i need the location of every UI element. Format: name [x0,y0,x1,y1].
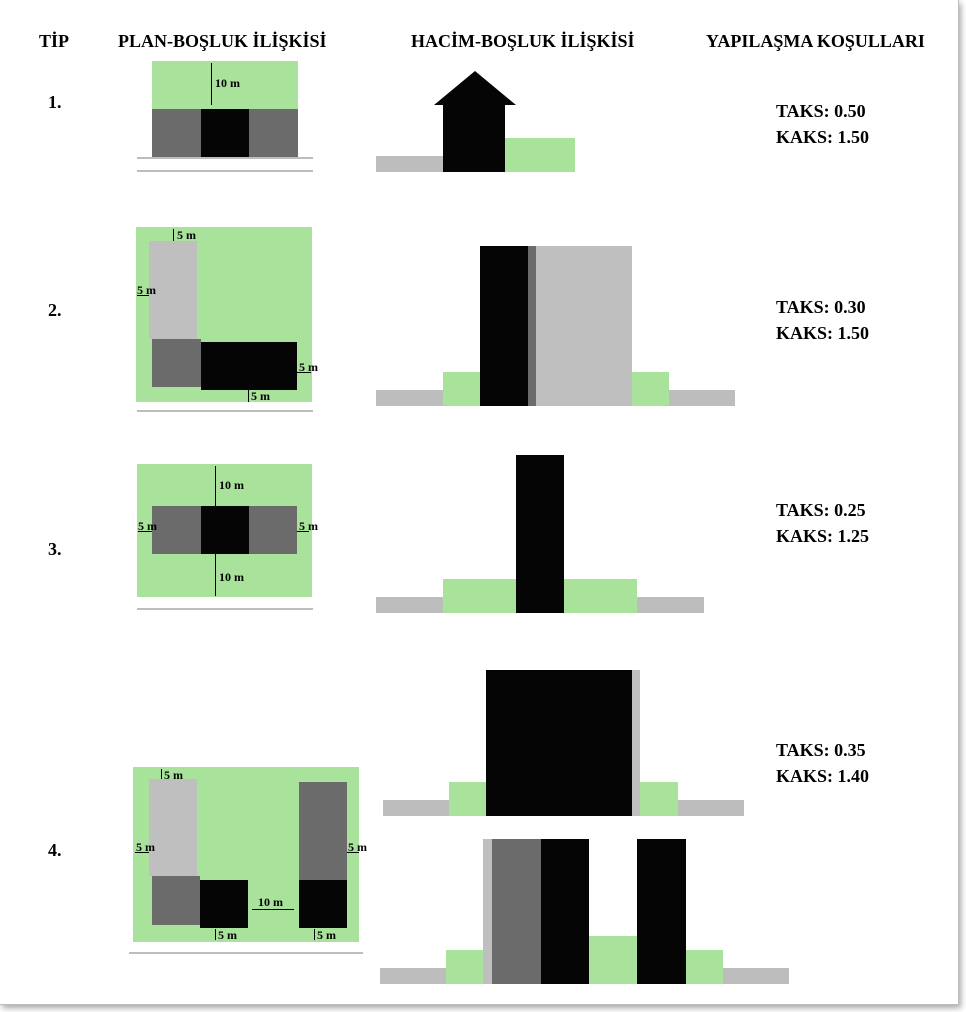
type-4-volume-a-ground-right [678,800,744,816]
type-4-volume-b-garden-right [686,950,723,984]
type-1-plan-center-building [201,109,249,157]
type-3-kaks: KAKS: 1.25 [776,526,870,546]
type-4-volume-b-black-right [637,839,686,984]
header-yapilasma: YAPILAŞMA KOŞULLARI [706,31,925,51]
type-2-volume-black-tower [480,246,528,406]
type-3-plan-street [137,608,313,610]
type-2-dim-line-left [137,295,149,296]
type-2-plan-street [137,410,313,412]
type-2-volume-garden-left [443,372,480,406]
type-4-volume-b-ground-right [723,968,789,984]
type-2-plan-vertical-wing [149,241,197,339]
type-4-volume-a-block [486,670,632,816]
type-3-number: 3. [48,539,62,559]
type-4-dim-left: 5 m [136,840,155,854]
type-4-plan-right-block [299,880,347,928]
type-2-number: 2. [48,300,62,320]
type-4-dim-bottom-left: 5 m [218,928,237,942]
type-3-plan-right-building [249,506,297,554]
type-4-volume-a-garden-left [449,782,486,816]
type-4-plan-left-block [200,880,248,928]
type-4-dim-right: 5 m [348,840,367,854]
type-2-kaks: KAKS: 1.50 [776,323,870,343]
type-4-dim-line-bottom-right [314,929,315,940]
type-1-plan-left-building [152,109,201,157]
type-4-volume-a-garden-right [640,782,678,816]
type-3-volume-garden-right [564,579,637,613]
type-2-dim-line-top [173,229,174,241]
type-4-volume-b-black-left [541,839,589,984]
type-3-volume-ground-left [376,597,443,613]
type-4-number: 4. [48,840,62,860]
type-2-dim-line-right [297,372,311,373]
type-3-dim-bottom: 10 m [219,570,244,584]
type-1-volume-ground [376,156,443,172]
type-1-plan-street-2 [137,170,313,172]
type-1-plan-right-building [249,109,298,157]
type-4-volume-a-gray-edge [632,670,640,816]
type-4-dim-middle: 10 m [258,895,283,909]
type-3-plan-left-building [152,506,201,554]
type-4-plan-left-wing [149,779,197,876]
type-3-dim-line-left [138,531,152,532]
type-4-dim-line-middle [252,909,294,910]
type-3-volume-tower [516,455,564,613]
type-3-volume-ground-right [637,597,704,613]
type-2-dim-right: 5 m [299,360,318,374]
type-4-dim-line-top [161,769,162,779]
header-hacim: HACİM-BOŞLUK İLİŞKİSİ [411,31,635,51]
header-plan: PLAN-BOŞLUK İLİŞKİSİ [118,31,327,51]
type-4-dim-line-bottom-left [215,929,216,940]
type-3-dim-line-right [297,531,309,532]
type-1-number: 1. [48,92,62,112]
type-4-volume-a-ground-left [383,800,449,816]
type-4-dim-bottom-right: 5 m [317,928,336,942]
type-4-kaks: KAKS: 1.40 [776,766,870,786]
type-4-dim-line-left [135,852,149,853]
type-1-dim-line [211,63,212,105]
type-4-volume-b-gray-block [492,839,541,984]
type-4-volume-b-ground-left [380,968,446,984]
type-4-plan-right-wing [299,782,347,880]
type-2-dim-line-bottom [248,390,249,402]
type-2-volume-garden-right [632,372,669,406]
type-4-taks: TAKS: 0.35 [776,740,866,760]
type-1-taks: TAKS: 0.50 [776,101,866,121]
type-4-volume-b-garden-left [446,950,483,984]
type-4-plan-street [129,952,363,954]
type-3-dim-right: 5 m [299,519,318,533]
type-1-plan-lot [152,61,298,109]
type-3-volume-garden-left [443,579,516,613]
type-3-dim-left: 5 m [138,519,157,533]
type-2-volume-ground-right [669,390,735,406]
type-4-dim-top: 5 m [164,768,183,782]
type-4-volume-b-light-strip [483,839,492,984]
type-3-taks: TAKS: 0.25 [776,500,866,520]
type-1-kaks: KAKS: 1.50 [776,127,870,147]
header-tip: TİP [39,31,70,51]
type-2-taks: TAKS: 0.30 [776,297,866,317]
type-4-dim-line-right [347,852,359,853]
type-4-volume-b-courtyard [589,936,637,984]
type-2-volume-ground-left [376,390,443,406]
type-2-volume-light-block [536,246,632,406]
type-1-volume-garden [505,138,575,172]
type-2-plan-horizontal-wing [201,342,297,390]
type-3-dim-line-top [215,466,216,506]
type-3-dim-top: 10 m [219,478,244,492]
type-2-dim-bottom: 5 m [251,389,270,403]
type-1-plan-street-1 [137,157,313,159]
type-2-dim-left: 5 m [137,283,156,297]
type-1-dim-label: 10 m [215,76,240,90]
type-2-plan-corner-block [152,339,201,387]
type-1-volume-roof [434,71,516,105]
type-2-volume-gray-strip [528,246,536,406]
type-1-volume-building [443,104,505,172]
type-4-plan-left-corner [152,876,200,925]
type-3-dim-line-bottom [215,554,216,596]
type-3-plan-center-building [201,506,249,554]
type-2-dim-top: 5 m [177,228,196,242]
